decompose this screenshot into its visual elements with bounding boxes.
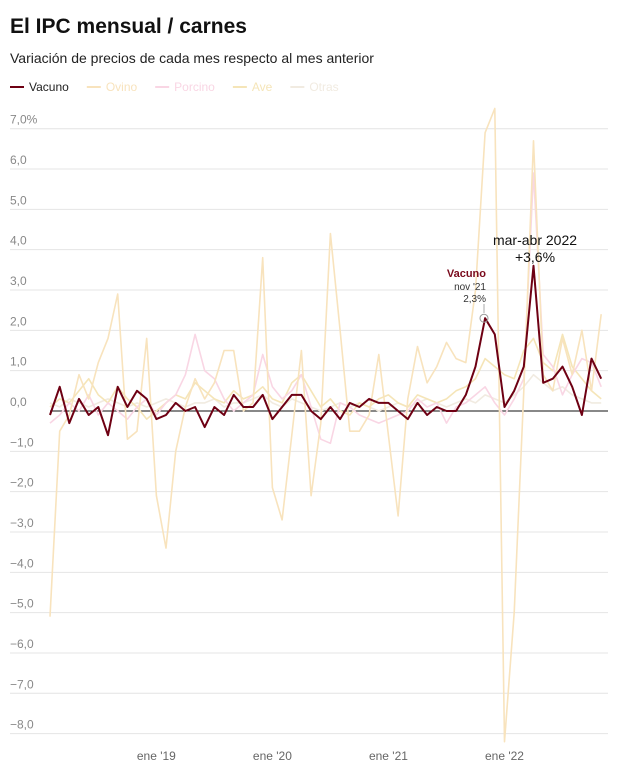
legend-item: Ovino	[86, 80, 138, 94]
x-tick-label: ene '19	[137, 749, 176, 763]
annotation-date: nov '21	[454, 282, 486, 293]
series-line	[49, 264, 603, 437]
y-tick-label: 0,0	[10, 395, 27, 409]
legend-item: Porcino	[155, 80, 215, 94]
legend-label: Ave	[252, 80, 273, 94]
x-tick-label: ene '20	[253, 749, 292, 763]
legend-label: Porcino	[174, 80, 215, 94]
x-tick-label: ene '21	[369, 749, 408, 763]
legend-label: Ovino	[106, 80, 138, 94]
legend-label: Otras	[309, 80, 338, 94]
annotation-marker	[479, 313, 489, 323]
y-tick-label: 5,0	[10, 193, 27, 207]
y-tick-label: −4,0	[10, 556, 34, 570]
y-tick-label: 1,0	[10, 355, 27, 369]
series-line	[49, 333, 602, 420]
y-tick-label: 6,0	[10, 153, 27, 167]
y-tick-label: 2,0	[10, 314, 27, 328]
series-line	[49, 172, 602, 445]
chart-title: El IPC mensual / carnes	[10, 15, 247, 38]
legend-item: Ave	[232, 80, 273, 94]
x-tick-label: ene '22	[485, 749, 524, 763]
annotation-label: 2,3%	[463, 294, 486, 305]
annotation-label: +3,6%	[515, 249, 555, 265]
y-tick-label: 3,0	[10, 274, 27, 288]
y-tick-label: −6,0	[10, 637, 34, 651]
annotation-date: mar-abr 2022	[493, 232, 577, 248]
y-tick-label: 7,0%	[10, 113, 38, 127]
y-tick-label: −8,0	[10, 718, 34, 732]
chart-subtitle: Variación de precios de cada mes respect…	[10, 50, 374, 66]
y-tick-label: 4,0	[10, 234, 27, 248]
legend-label: Vacuno	[29, 80, 69, 94]
series-line	[49, 107, 602, 743]
y-tick-label: −5,0	[10, 597, 34, 611]
y-tick-label: −2,0	[10, 476, 34, 490]
y-tick-label: −7,0	[10, 677, 34, 691]
annotation-title: Vacuno	[447, 268, 486, 280]
legend-item: Otras	[290, 80, 339, 94]
legend-item: Vacuno	[10, 80, 69, 94]
y-tick-label: −1,0	[10, 435, 34, 449]
y-tick-label: −3,0	[10, 516, 34, 530]
